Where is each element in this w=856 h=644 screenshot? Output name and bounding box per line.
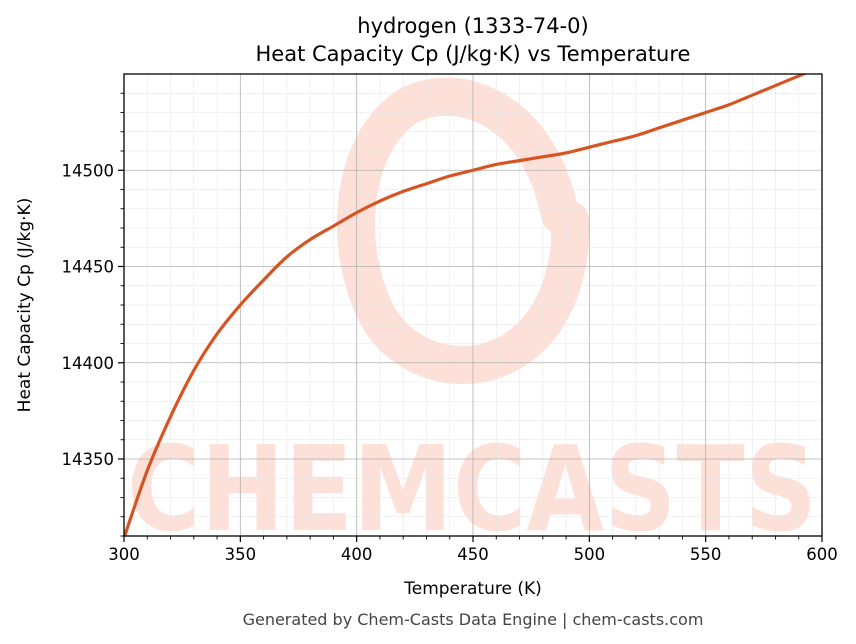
- watermark: CHEMCASTS: [127, 77, 817, 558]
- series-line: [124, 74, 808, 536]
- y-tick-label: 14450: [62, 258, 115, 277]
- x-tick-label: 450: [457, 545, 489, 564]
- axis-ticks: [118, 92, 823, 542]
- chart-title: hydrogen (1333-74-0): [357, 14, 588, 38]
- series-group: [124, 74, 808, 536]
- footer-credit: Generated by Chem-Casts Data Engine | ch…: [243, 610, 704, 629]
- watermark-logo: [337, 77, 590, 384]
- y-tick-label: 14400: [62, 354, 115, 373]
- x-tick-label: 600: [806, 545, 838, 564]
- y-tick-label: 14350: [62, 450, 115, 469]
- y-axis-label: Heat Capacity Cp (J/kg·K): [15, 198, 35, 413]
- chart-subtitle: Heat Capacity Cp (J/kg·K) vs Temperature: [256, 42, 691, 66]
- x-tick-label: 550: [690, 545, 722, 564]
- x-tick-label: 400: [341, 545, 373, 564]
- x-axis-label: Temperature (K): [403, 579, 542, 599]
- y-tick-label: 14500: [62, 161, 115, 180]
- x-tick-label: 500: [574, 545, 606, 564]
- tick-labels: 300 350 400 450 500 550 600 14350 14400 14450 1450…: [62, 161, 838, 564]
- x-tick-label: 300: [108, 545, 140, 564]
- watermark-text: CHEMCASTS: [127, 420, 817, 558]
- x-tick-label: 350: [225, 545, 257, 564]
